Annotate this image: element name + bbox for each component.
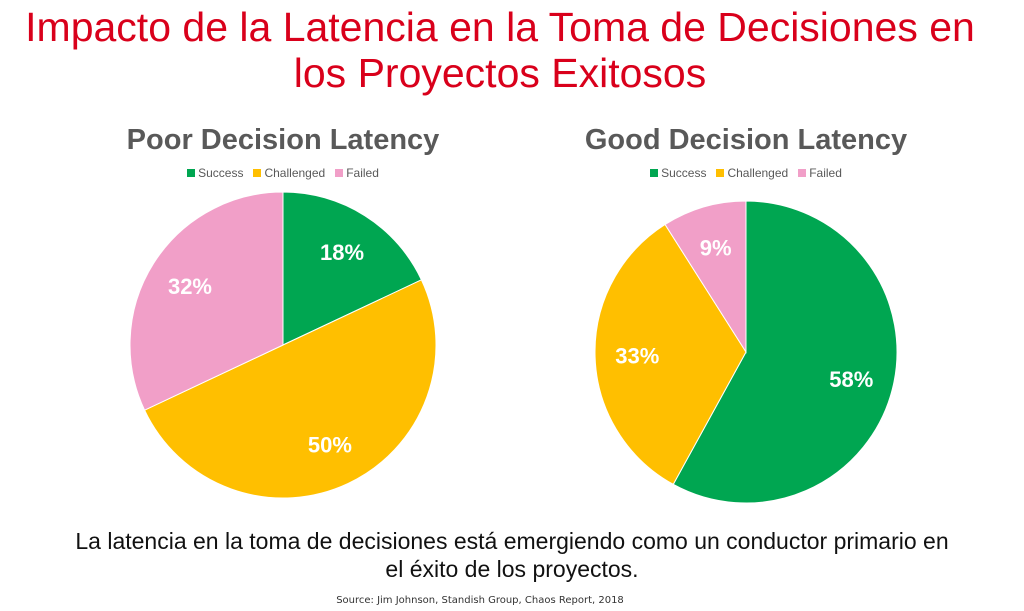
source-note: Source: Jim Johnson, Standish Group, Cha… xyxy=(336,595,624,606)
pie-slice-challenged xyxy=(143,279,437,499)
data-label: 50% xyxy=(308,433,352,458)
legend-item: Challenged xyxy=(716,166,788,180)
slide-title: Impacto de la Latencia en la Toma de Dec… xyxy=(25,4,975,96)
pie-slice-failed xyxy=(664,200,747,354)
caption: La latencia en la toma de decisiones est… xyxy=(75,528,949,582)
legend-item: Success xyxy=(187,166,243,180)
legend-item: Failed xyxy=(798,166,842,180)
legend-good: Success Challenged Failed xyxy=(516,166,976,180)
chart-title-good: Good Decision Latency xyxy=(584,124,908,156)
pie-slice-challenged xyxy=(594,223,747,486)
data-label: 9% xyxy=(700,236,732,261)
legend-item: Challenged xyxy=(253,166,325,180)
legend-item: Failed xyxy=(335,166,379,180)
pie-slice-failed xyxy=(129,191,284,411)
pie-slice-success xyxy=(282,191,423,346)
pie-slice-success xyxy=(672,200,898,504)
data-label: 32% xyxy=(168,274,212,299)
data-label: 18% xyxy=(320,240,364,265)
chart-title-poor: Poor Decision Latency xyxy=(126,124,440,156)
legend-poor: Success Challenged Failed xyxy=(53,166,513,180)
data-label: 33% xyxy=(615,343,659,368)
legend-item: Success xyxy=(650,166,706,180)
data-label: 58% xyxy=(829,367,873,392)
